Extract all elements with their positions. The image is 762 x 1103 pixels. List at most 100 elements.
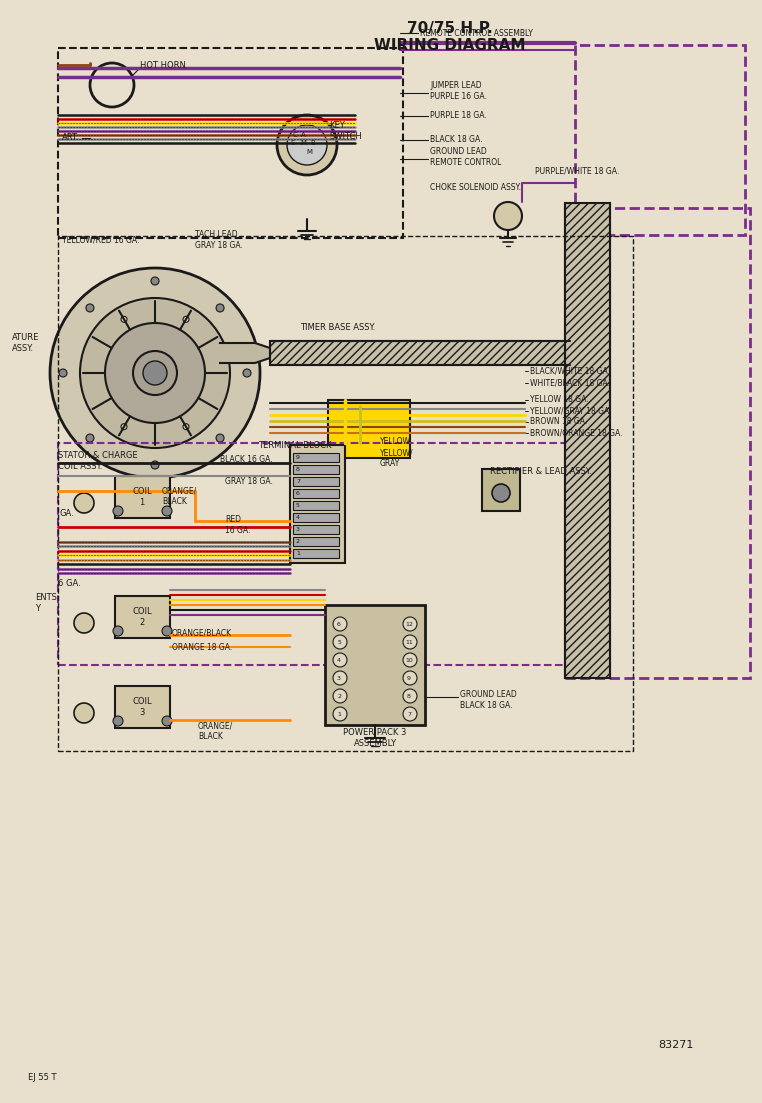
Bar — [115, 686, 170, 728]
Bar — [293, 476, 339, 486]
Bar — [565, 203, 610, 678]
Circle shape — [403, 617, 417, 631]
Text: ENTS
Y: ENTS Y — [35, 593, 57, 612]
Text: STATOR & CHARGE
COIL ASSY.: STATOR & CHARGE COIL ASSY. — [58, 451, 138, 471]
Text: ATURE
ASSY.: ATURE ASSY. — [12, 333, 40, 353]
Text: EJ 55 T: EJ 55 T — [28, 1073, 56, 1082]
Bar — [293, 525, 339, 534]
Text: 3: 3 — [296, 527, 300, 532]
Bar — [58, 49, 403, 238]
Text: YELLOW: YELLOW — [380, 437, 411, 446]
Text: ART.: ART. — [62, 133, 79, 142]
Text: ORANGE 18 GA.: ORANGE 18 GA. — [172, 643, 232, 652]
Bar — [328, 400, 410, 458]
Circle shape — [80, 298, 230, 448]
Circle shape — [494, 202, 522, 231]
Text: 6: 6 — [337, 621, 341, 627]
Text: 6: 6 — [296, 491, 300, 496]
Text: GRAY 18 GA.: GRAY 18 GA. — [225, 476, 273, 485]
Text: 5: 5 — [296, 503, 300, 508]
Text: M: M — [306, 149, 312, 156]
Text: B: B — [311, 140, 315, 146]
Bar — [293, 465, 339, 474]
Circle shape — [183, 424, 189, 430]
Circle shape — [333, 635, 347, 649]
Text: 7: 7 — [296, 479, 300, 484]
Bar — [58, 236, 633, 751]
Circle shape — [59, 370, 67, 377]
Text: 4: 4 — [337, 657, 341, 663]
Text: BLACK 18 GA.: BLACK 18 GA. — [430, 136, 482, 144]
Bar — [115, 596, 170, 638]
Bar — [482, 469, 520, 511]
Text: POWER PACK 3
ASSEMBLY: POWER PACK 3 ASSEMBLY — [344, 728, 407, 748]
Bar — [293, 501, 339, 510]
Circle shape — [333, 671, 347, 685]
Text: 12: 12 — [405, 621, 413, 627]
Text: BROWN 18 GA.: BROWN 18 GA. — [530, 418, 588, 427]
Text: JUMPER LEAD
PURPLE 16 GA.: JUMPER LEAD PURPLE 16 GA. — [430, 82, 487, 100]
Circle shape — [133, 351, 177, 395]
Text: 4: 4 — [296, 515, 300, 520]
Text: TERMINAL BLOCK: TERMINAL BLOCK — [258, 440, 331, 450]
Circle shape — [243, 370, 251, 377]
Circle shape — [86, 435, 94, 442]
Text: KEY
SWITCH: KEY SWITCH — [329, 121, 362, 141]
Text: COIL
2: COIL 2 — [132, 608, 152, 627]
Bar — [293, 453, 339, 462]
Text: 11: 11 — [405, 640, 413, 644]
Text: ORANGE/
BLACK: ORANGE/ BLACK — [198, 721, 233, 741]
Circle shape — [403, 707, 417, 721]
Text: TACH LEAD
GRAY 18 GA.: TACH LEAD GRAY 18 GA. — [195, 231, 243, 249]
Circle shape — [121, 424, 127, 430]
Circle shape — [74, 613, 94, 633]
Text: 8: 8 — [407, 694, 411, 698]
Text: PURPLE 18 GA.: PURPLE 18 GA. — [430, 110, 487, 119]
Text: CHOKE SOLENOID ASSY.: CHOKE SOLENOID ASSY. — [430, 182, 521, 192]
Circle shape — [403, 689, 417, 703]
Text: M: M — [300, 140, 306, 146]
Text: REMOTE CONTROL ASSEMBLY: REMOTE CONTROL ASSEMBLY — [420, 29, 533, 38]
Text: A: A — [301, 132, 306, 138]
Circle shape — [287, 125, 327, 165]
Circle shape — [277, 115, 337, 175]
Text: GA.: GA. — [60, 508, 75, 517]
Circle shape — [113, 716, 123, 726]
Circle shape — [121, 317, 127, 322]
Circle shape — [151, 461, 159, 469]
Text: PURPLE/WHITE 18 GA.: PURPLE/WHITE 18 GA. — [535, 167, 620, 175]
Text: S: S — [291, 140, 295, 146]
Text: 5: 5 — [337, 640, 341, 644]
Text: WIRING DIAGRAM: WIRING DIAGRAM — [374, 39, 526, 54]
Text: COIL
3: COIL 3 — [132, 697, 152, 717]
Text: 1: 1 — [296, 552, 300, 556]
Text: 3: 3 — [337, 675, 341, 681]
Circle shape — [74, 493, 94, 513]
Text: 2: 2 — [296, 539, 300, 544]
Circle shape — [333, 653, 347, 667]
Text: 9: 9 — [296, 456, 300, 460]
Circle shape — [50, 268, 260, 478]
Circle shape — [492, 484, 510, 502]
Circle shape — [403, 671, 417, 685]
Text: ORANGE/
BLACK: ORANGE/ BLACK — [162, 486, 197, 505]
Text: YELLOW 18 GA.: YELLOW 18 GA. — [530, 396, 588, 405]
Bar — [575, 45, 745, 235]
Text: 83271: 83271 — [658, 1040, 693, 1050]
Bar — [293, 489, 339, 497]
Circle shape — [183, 317, 189, 322]
Text: 6 GA.: 6 GA. — [58, 578, 81, 588]
Circle shape — [403, 635, 417, 649]
Bar — [293, 513, 339, 522]
Bar — [290, 445, 345, 563]
Circle shape — [86, 304, 94, 312]
Circle shape — [403, 653, 417, 667]
Circle shape — [113, 627, 123, 636]
Bar — [270, 341, 570, 365]
Text: HOT HORN: HOT HORN — [140, 61, 186, 69]
Text: ORANGE/BLACK: ORANGE/BLACK — [172, 629, 232, 638]
Text: 10: 10 — [405, 657, 413, 663]
Text: 70/75 H.P.: 70/75 H.P. — [407, 21, 493, 35]
Circle shape — [216, 435, 224, 442]
Text: BROWN/ORANGE 18 GA.: BROWN/ORANGE 18 GA. — [530, 428, 623, 438]
